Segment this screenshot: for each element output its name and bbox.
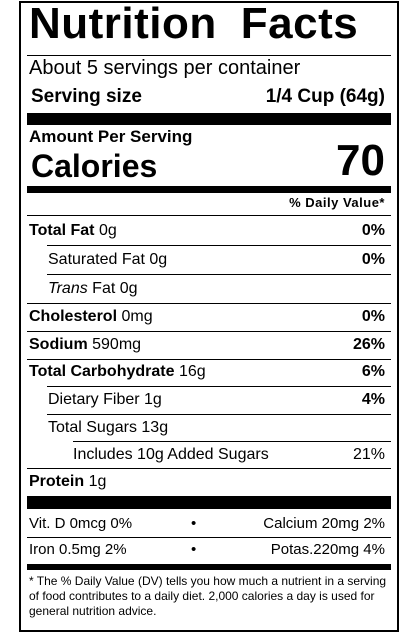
dietary-fiber-dv: 4% bbox=[361, 391, 385, 408]
total-sugars-row: Total Sugars 13g bbox=[48, 419, 168, 437]
calcium: Calcium 20mg 2% bbox=[263, 515, 385, 532]
thick-divider bbox=[27, 496, 391, 509]
dietary-fiber-amount: 1g bbox=[144, 391, 162, 408]
calories-value: 70 bbox=[336, 136, 385, 185]
protein-name: Protein bbox=[29, 473, 85, 490]
cholesterol-amount: 0mg bbox=[121, 308, 153, 325]
serving-size-label: Serving size bbox=[31, 86, 142, 107]
added-sugars-row: Includes 10g Added Sugars bbox=[73, 446, 269, 463]
separator-dot: • bbox=[191, 515, 197, 532]
amount-per-serving: Amount Per Serving bbox=[29, 127, 193, 146]
saturated-fat-row: Saturated Fat 0g bbox=[48, 251, 167, 269]
title-word-facts: Facts bbox=[240, 0, 359, 48]
divider bbox=[47, 245, 391, 246]
cholesterol-name: Cholesterol bbox=[29, 308, 118, 325]
separator-dot: • bbox=[191, 541, 197, 558]
protein-row: Protein 1g bbox=[29, 473, 106, 491]
divider bbox=[27, 537, 391, 538]
saturated-fat-dv: 0% bbox=[361, 251, 385, 268]
total-carbohydrate-row: Total Carbohydrate 16g bbox=[29, 363, 206, 381]
divider bbox=[27, 359, 391, 360]
divider bbox=[47, 386, 391, 387]
calories-label: Calories bbox=[31, 148, 158, 184]
label-title: Nutrition Facts bbox=[29, 0, 358, 49]
divider bbox=[27, 468, 391, 469]
saturated-fat-name: Saturated Fat bbox=[48, 251, 145, 268]
protein-amount: 1g bbox=[88, 473, 107, 490]
cholesterol-row: Cholesterol 0mg bbox=[29, 308, 153, 326]
total-fat-amount: 0g bbox=[98, 222, 117, 239]
divider bbox=[27, 303, 391, 304]
nutrition-facts-label: Nutrition Facts About 5 servings per cont… bbox=[19, 0, 399, 632]
added-sugars-dv: 21% bbox=[352, 446, 385, 463]
iron: Iron 0.5mg 2% bbox=[29, 541, 127, 558]
sodium-name: Sodium bbox=[29, 336, 88, 353]
vitamin-d: Vit. D 0mcg 0% bbox=[29, 515, 133, 532]
divider bbox=[27, 55, 391, 56]
daily-value-header: % Daily Value* bbox=[289, 195, 385, 210]
sodium-amount: 590mg bbox=[92, 336, 142, 353]
dietary-fiber-name: Dietary Fiber bbox=[48, 391, 140, 408]
divider bbox=[47, 414, 391, 415]
saturated-fat-amount: 0g bbox=[149, 251, 168, 268]
total-fat-dv: 0% bbox=[361, 222, 385, 239]
sodium-dv: 26% bbox=[352, 336, 385, 353]
title-word-nutrition: Nutrition bbox=[29, 0, 217, 48]
total-carbohydrate-dv: 6% bbox=[361, 363, 385, 380]
footnote: * The % Daily Value (DV) tells you how m… bbox=[29, 574, 387, 618]
divider bbox=[47, 274, 391, 275]
divider bbox=[27, 215, 391, 216]
cholesterol-dv: 0% bbox=[361, 308, 385, 325]
total-carbohydrate-name: Total Carbohydrate bbox=[29, 363, 175, 380]
divider bbox=[27, 331, 391, 332]
medium-divider bbox=[27, 564, 391, 570]
total-carbohydrate-amount: 16g bbox=[178, 363, 206, 380]
servings-per-container: About 5 servings per container bbox=[29, 57, 301, 79]
trans-fat-name: Fat bbox=[92, 280, 116, 297]
medium-divider bbox=[27, 186, 391, 193]
dietary-fiber-row: Dietary Fiber 1g bbox=[48, 391, 162, 409]
thick-divider bbox=[27, 113, 391, 125]
total-fat-name: Total Fat bbox=[29, 222, 95, 239]
trans-fat-amount: 0g bbox=[119, 280, 138, 297]
potassium: Potas.220mg 4% bbox=[270, 541, 385, 558]
serving-size-value: 1/4 Cup (64g) bbox=[265, 86, 385, 107]
total-sugars-name: Total Sugars bbox=[48, 419, 137, 436]
trans-fat-name-italic: Trans bbox=[48, 280, 88, 297]
sodium-row: Sodium 590mg bbox=[29, 336, 141, 354]
trans-fat-row: Trans Fat 0g bbox=[48, 280, 138, 298]
total-sugars-amount: 13g bbox=[141, 419, 169, 436]
total-fat-row: Total Fat 0g bbox=[29, 222, 117, 240]
divider bbox=[73, 441, 391, 442]
